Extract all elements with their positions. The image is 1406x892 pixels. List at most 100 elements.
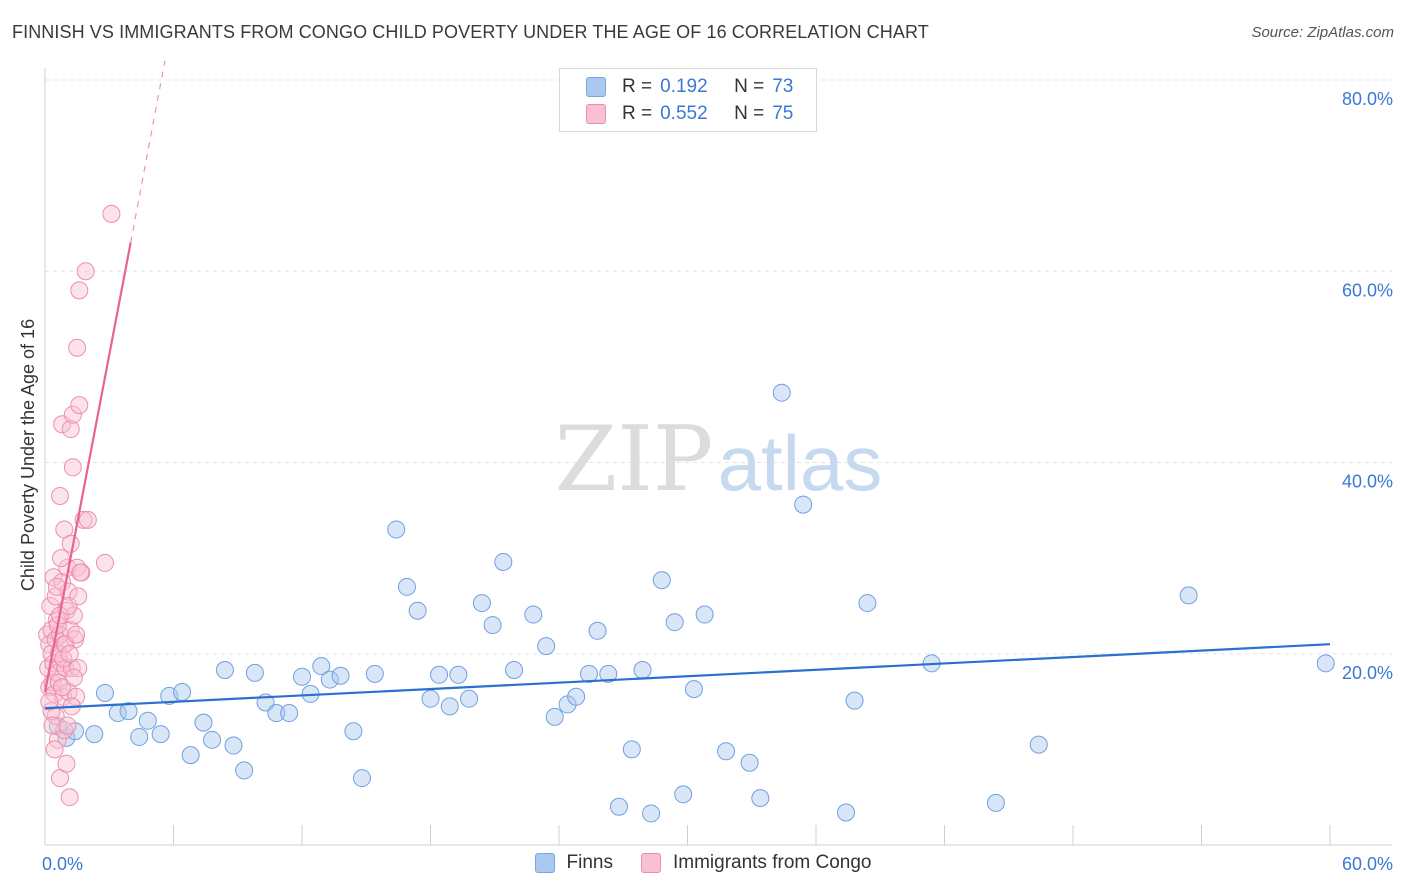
finns-point [845,691,864,710]
congo-point [40,692,59,711]
series-label-finns: Finns [566,852,613,873]
finns-point [352,769,371,788]
finns-point [545,707,564,726]
finns-point [836,803,855,822]
legend-swatch-finns [586,77,606,97]
legend-r-value: 0.192 [660,76,708,97]
finns-point [130,727,149,746]
finns-point [652,571,671,590]
legend-row-congo: R = 0.552 N = 75 [586,102,793,126]
finns-point [684,680,703,699]
congo-point [63,458,82,477]
finns-point [194,713,213,732]
congo-point [55,721,74,740]
finns-point [320,670,339,689]
finns-point [494,552,513,571]
congo-point [57,754,76,773]
finns-point [505,661,524,680]
congo-point [64,606,83,625]
congo-point [70,396,89,415]
congo-point [69,659,88,678]
congo-point [67,625,86,644]
finns-point [267,704,286,723]
finns-point [622,740,641,759]
finns-point [224,736,243,755]
series-legend: Finns Immigrants from Congo [0,852,1406,874]
finns-point [483,616,502,635]
finns-point [772,383,791,402]
finns-point [421,689,440,708]
congo-point [52,549,71,568]
finns-point [633,661,652,680]
finns-point [858,594,877,613]
legend-r-label: R = [622,103,653,124]
finns-point [215,661,234,680]
finns-point [365,664,384,683]
finns-point [1029,735,1048,754]
finns-point [588,621,607,640]
finns-point [173,683,192,701]
finns-point [642,804,661,823]
series-swatch-finns [534,853,555,873]
x-tick-label: 0.0% [42,854,83,874]
legend-r-label: R = [622,76,653,97]
finns-point [235,761,254,780]
series-label-congo: Immigrants from Congo [672,852,872,873]
legend-swatch-congo [586,104,606,124]
finns-point [986,793,1005,812]
finns-point [280,704,299,723]
finns-point [1179,586,1198,605]
finns-point [85,725,104,744]
congo-point [70,281,89,300]
finns-point [151,725,170,744]
congo-point [61,420,80,439]
finns-point [674,785,693,804]
congo-point [43,716,62,735]
finns-point [460,689,479,708]
congo-point [53,678,72,697]
legend-r-value: 0.552 [660,103,708,124]
series-legend-item-congo[interactable]: Immigrants from Congo [640,852,872,874]
finns-point [537,637,556,656]
finns-point [331,666,350,685]
finns-point [440,697,459,716]
finns-point [665,613,684,632]
congo-point [60,788,79,807]
series-legend-item-finns[interactable]: Finns [534,852,613,874]
congo-point [64,668,83,687]
finns-point [449,665,468,684]
congo-point [63,405,82,424]
congo-point [59,596,78,615]
congo-point [71,563,90,582]
axes-layer [44,68,1392,846]
finns-point [387,520,406,539]
finns-point [344,722,363,741]
finns-point [397,577,416,596]
finns-trend-line [44,643,1331,710]
congo-point [61,534,80,553]
watermark-atlas: atlas [718,419,883,507]
congo-point [48,730,67,749]
congo-point [45,740,64,759]
congo-trend-line [43,242,132,693]
legend-n-value: 75 [772,103,794,124]
points-layer [38,204,1335,823]
finns-point [119,702,138,721]
congo-point [95,553,114,572]
congo-point [60,644,79,663]
legend-n-label: N = [734,76,765,97]
finns-point [751,789,770,808]
y-tick-label: 60.0% [1342,280,1393,300]
finns-point [609,797,628,816]
congo-point [44,568,63,587]
finns-point [293,667,311,686]
congo-point [58,716,77,735]
finns-point [794,495,813,514]
y-axis-label: Child Poverty Under the Age of 16 [18,319,38,591]
finns-point [312,657,331,676]
legend: R = 0.192 N = 73 R = 0.552 N = 75 [559,68,817,132]
finns-point [740,753,759,772]
finns-point [472,594,491,613]
finns-point [408,601,427,620]
